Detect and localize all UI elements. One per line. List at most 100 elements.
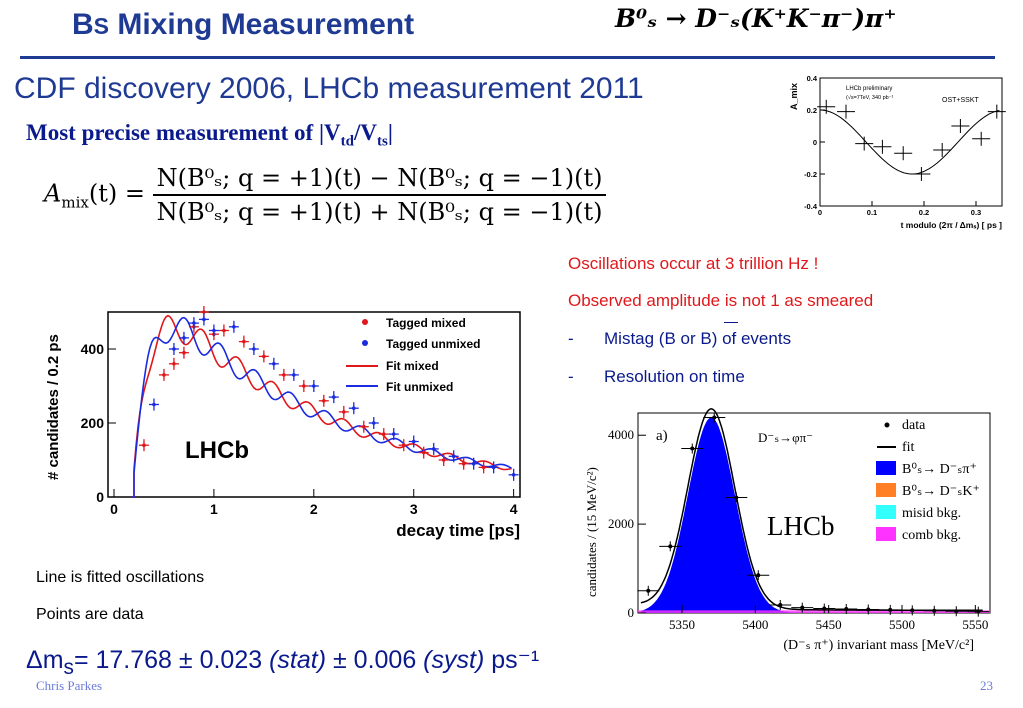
legend-fit-mixed: Fit mixed <box>386 359 439 373</box>
amix-xtick-label: 0 <box>818 208 822 217</box>
mass-xlabel: (D⁻ₛ π⁺) invariant mass [MeV/c²] <box>783 638 974 653</box>
decay-point <box>361 424 366 429</box>
decay-point <box>481 465 486 470</box>
decay-point <box>401 443 406 447</box>
amix-ytick-label: -0.2 <box>804 170 817 179</box>
decay-point <box>351 406 356 410</box>
mass-point <box>866 607 871 612</box>
formula-fraction: N(B⁰ₛ; q = +1)(t) − N(B⁰ₛ; q = −1)(t) N(… <box>152 164 607 226</box>
footer-author: Chris Parkes <box>36 678 103 693</box>
note-points-data: Points are data <box>36 606 144 623</box>
mass-decay-label: D⁻ₛ→φπ⁻ <box>758 430 813 445</box>
precise-sub-td: td <box>340 133 354 150</box>
decay-equation: B⁰ₛ → D⁻ₛ(K⁺K⁻π⁻)π⁺ <box>615 4 897 33</box>
mass-signal-fill <box>640 417 983 613</box>
mass-ytick-label: 2000 <box>608 516 634 531</box>
decay-point <box>292 373 296 377</box>
amix-curve <box>819 109 1000 175</box>
mass-point <box>712 415 717 420</box>
mass-legend-swatch <box>876 527 896 541</box>
decay-point <box>202 317 206 322</box>
decay-xtick-label: 1 <box>210 501 218 517</box>
formula-lhs-sub: mix <box>61 193 89 212</box>
decay-point <box>162 373 166 377</box>
mass-point <box>646 588 651 593</box>
decay-point <box>381 432 386 436</box>
mass-fit-curve <box>640 408 983 612</box>
footer-page-number: 23 <box>980 678 993 693</box>
amix-ytick-label: 0 <box>813 138 817 147</box>
amix-xtick-label: 0.2 <box>919 208 929 217</box>
amix-formula: Amix(t) = N(B⁰ₛ; q = +1)(t) − N(B⁰ₛ; q =… <box>44 164 607 226</box>
mass-point <box>734 495 739 500</box>
bullet-dash-1: - <box>568 329 574 348</box>
mass-chart: 5350 5400 5450 5500 5550 0 2000 4000 a) D⁻ₛ→φπ⁻… <box>584 408 991 653</box>
mass-point <box>976 609 981 614</box>
mass-watermark: LHCb <box>767 511 835 541</box>
decay-points <box>138 306 519 481</box>
mass-xtick-label: 5350 <box>669 617 695 632</box>
delta-m-result: Δms= 17.768 ± 0.023 (stat) ± 0.006 (syst… <box>26 645 539 680</box>
mass-point <box>954 609 959 614</box>
title-b: B <box>72 8 94 41</box>
legend-mixed-marker <box>362 319 368 325</box>
mass-ticks: 5350 5400 5450 5500 5550 0 2000 4000 <box>608 427 988 632</box>
mass-legend-label: misid bkg. <box>902 506 961 521</box>
amix-xlabel: t modulo (2π / Δmₛ) [ ps ] <box>901 220 1003 230</box>
title-s: S <box>93 13 110 39</box>
mass-point <box>668 544 673 549</box>
mass-points <box>637 412 990 617</box>
mass-point <box>888 607 893 612</box>
legend-tagged-mixed: Tagged mixed <box>386 316 466 330</box>
subtitle: CDF discovery 2006, LHCb measurement 201… <box>14 72 644 105</box>
mass-comb-bkg <box>638 610 990 613</box>
note-oscillations: Oscillations occur at 3 trillion Hz ! <box>568 254 819 273</box>
amix-ytick-label: 0.2 <box>807 106 817 115</box>
formula-numerator: N(B⁰ₛ; q = +1)(t) − N(B⁰ₛ; q = −1)(t) <box>152 164 607 196</box>
bbar-overline <box>724 322 738 323</box>
decay-point <box>391 432 396 436</box>
dm-sub: s <box>63 656 74 679</box>
mass-legend-label: fit <box>902 440 915 455</box>
amix-ylabel: A_mix <box>789 83 799 110</box>
decay-watermark: LHCb <box>185 437 249 464</box>
mass-legend-label: data <box>902 418 926 433</box>
mass-point <box>910 608 915 613</box>
amix-xtick-label: 0.3 <box>971 208 981 217</box>
decay-legend: Tagged mixed Tagged unmixed Fit mixed Fi… <box>346 316 480 394</box>
decay-point <box>192 321 196 325</box>
mass-legend-swatch <box>876 505 896 519</box>
decay-ticks: 0 1 2 3 4 0 200 400 <box>81 341 518 517</box>
decay-point <box>411 439 416 444</box>
decay-point <box>491 465 496 470</box>
amix-fit-curve <box>819 109 1000 175</box>
amix-ticks: 0 0.1 0.2 0.3 -0.4 -0.2 0 0.2 0.4 <box>804 74 981 217</box>
legend-tagged-unmixed: Tagged unmixed <box>386 337 480 351</box>
decay-point <box>461 461 466 466</box>
mass-xtick-label: 5400 <box>742 617 768 632</box>
dm-value: = 17.768 ± 0.023 <box>73 646 270 674</box>
precise-mid: /V <box>353 120 377 145</box>
decay-ytick-label: 400 <box>81 341 105 357</box>
amix-chart: LHCb preliminary (√s=7TeV, 340 pb⁻¹ OST+… <box>789 74 1006 230</box>
decay-point <box>312 384 316 388</box>
amix-points <box>817 99 1006 181</box>
decay-point <box>371 421 376 425</box>
mass-ylabel: candidates / (15 MeV/c²) <box>584 467 599 597</box>
decay-point <box>172 362 176 366</box>
decay-point <box>262 354 266 359</box>
decay-point <box>242 339 246 344</box>
mass-point <box>800 605 805 610</box>
amix-xtick-label: 0.1 <box>867 208 877 217</box>
formula-lhs-arg: (t) = <box>88 179 145 208</box>
mass-point <box>844 607 849 611</box>
mass-xtick-label: 5450 <box>816 617 842 632</box>
bullet-resolution: Resolution on time <box>604 367 745 386</box>
amix-tag: OST+SSKT <box>942 97 979 104</box>
decay-point <box>252 347 256 351</box>
amix-ytick-label: 0.4 <box>807 74 818 83</box>
bullet-mistag: Mistag (B or B) of events <box>604 329 792 348</box>
title-rest: Mixing Measurement <box>117 8 415 41</box>
mass-fill <box>638 408 990 613</box>
decay-point <box>332 395 336 399</box>
